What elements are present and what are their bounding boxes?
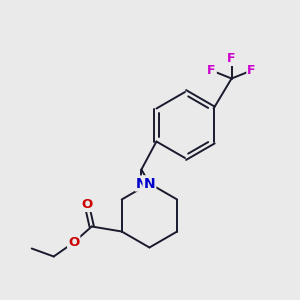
Text: N: N <box>136 176 147 190</box>
Text: O: O <box>68 236 79 249</box>
Text: F: F <box>207 64 216 77</box>
Text: N: N <box>144 176 155 190</box>
Text: F: F <box>247 64 256 77</box>
Text: O: O <box>81 198 92 211</box>
Text: F: F <box>227 52 236 65</box>
